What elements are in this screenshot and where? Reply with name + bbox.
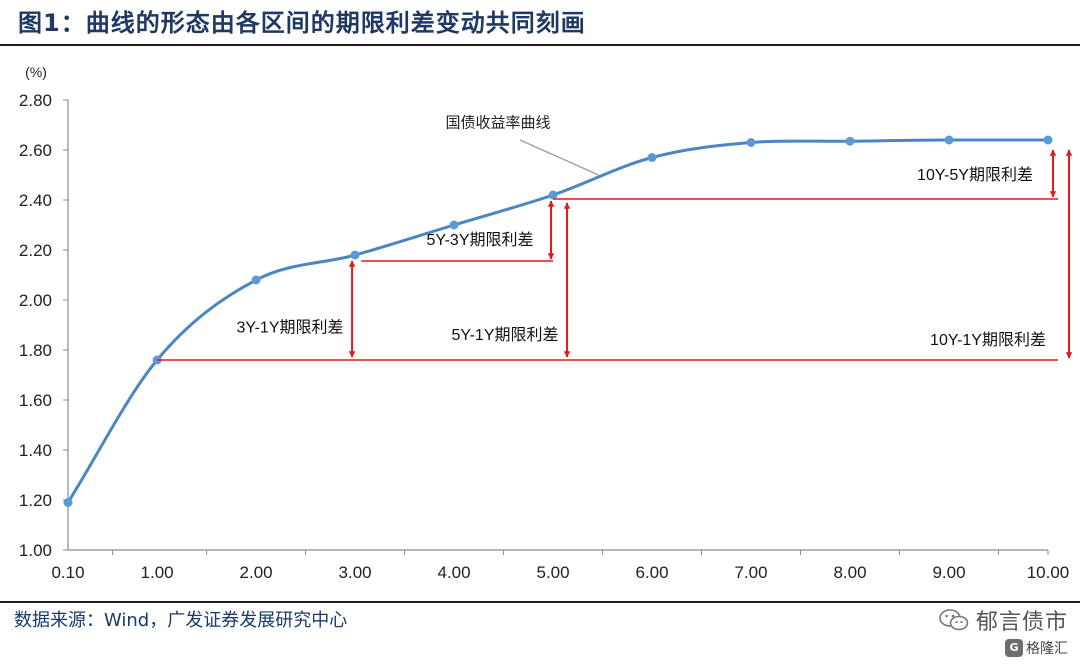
figure-title: 图1：曲线的形态由各区间的期限利差变动共同刻画 <box>18 9 586 37</box>
data-point <box>63 498 73 507</box>
spread-label-3y-1y: 3Y-1Y期限利差 <box>236 319 343 337</box>
watermark-sub: 格隆汇 <box>1026 641 1068 657</box>
series-callout-line <box>519 139 599 176</box>
watermark-name: 郁言债市 <box>975 610 1068 635</box>
y-tick-label: 2.60 <box>19 141 52 160</box>
gelonghui-logo-icon: G <box>1005 639 1023 657</box>
x-tick-label: 3.00 <box>339 563 372 582</box>
spread-label-5y-1y: 5Y-1Y期限利差 <box>451 326 558 344</box>
x-tick-label: 0.10 <box>51 563 84 582</box>
title-rule <box>0 44 1080 46</box>
series-callout-label: 国债收益率曲线 <box>445 115 550 132</box>
yield-curve-chart: 1.00 1.20 1.40 1.60 1.80 2.00 2.20 2.40 2.60 2.80… <box>19 64 1073 582</box>
watermark: 郁言债市 G 格隆汇 <box>902 600 1072 662</box>
spread-label-5y-3y: 5Y-3Y期限利差 <box>426 231 533 249</box>
x-tick-label: 9.00 <box>932 563 965 582</box>
spread-label-10y-1y: 10Y-1Y期限利差 <box>930 331 1046 349</box>
y-tick-label: 2.00 <box>19 291 52 310</box>
y-tick-label: 1.00 <box>19 541 52 560</box>
data-point <box>1043 135 1053 145</box>
spread-label-10y-5y: 10Y-5Y期限利差 <box>917 166 1033 184</box>
source-note: 数据来源：Wind，广发证券发展研究中心 <box>14 610 348 631</box>
data-point <box>746 138 756 147</box>
x-tick-label: 4.00 <box>438 563 471 582</box>
y-tick-label: 2.20 <box>19 241 52 260</box>
wechat-icon <box>939 609 969 631</box>
x-tick-label: 8.00 <box>833 563 866 582</box>
x-tick-label: 6.00 <box>635 563 668 582</box>
data-point <box>350 250 360 260</box>
y-tick-label: 1.40 <box>19 441 52 460</box>
yield-curve-line <box>66 138 1048 504</box>
x-tick-label: 1.00 <box>141 563 174 582</box>
x-tick-label: 10.00 <box>1027 563 1070 582</box>
x-tick-label: 5.00 <box>537 563 570 582</box>
y-tick-label: 1.80 <box>19 341 52 360</box>
y-axis-unit: (%) <box>25 64 47 80</box>
data-point <box>647 153 657 162</box>
data-point <box>548 190 558 200</box>
y-tick-label: 1.60 <box>19 391 52 410</box>
y-tick-label: 2.40 <box>19 191 52 210</box>
source-rule <box>0 601 1080 603</box>
x-tick-label: 7.00 <box>734 563 767 582</box>
data-point <box>845 136 855 146</box>
y-tick-label: 2.80 <box>19 91 52 110</box>
x-tick-label: 2.00 <box>240 563 273 582</box>
data-point <box>449 220 459 230</box>
data-point <box>944 135 954 145</box>
data-point <box>251 275 261 285</box>
y-tick-label: 1.20 <box>19 491 52 510</box>
